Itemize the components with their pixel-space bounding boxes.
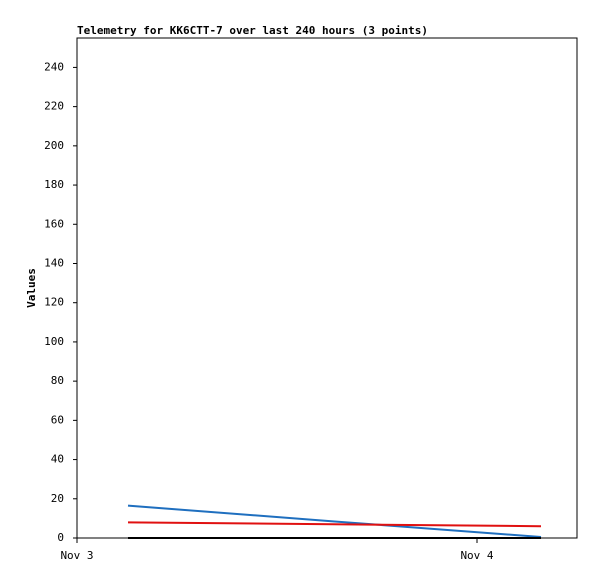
y-tick-label: 240 bbox=[44, 60, 64, 73]
x-tick-label: Nov 4 bbox=[460, 549, 493, 562]
y-tick-label: 20 bbox=[51, 492, 64, 505]
series-line bbox=[127, 504, 542, 539]
y-axis-label: Values bbox=[25, 268, 38, 308]
y-tick-label: 60 bbox=[51, 413, 64, 426]
chart-title: Telemetry for KK6CTT-7 over last 240 hou… bbox=[77, 24, 428, 37]
y-tick-label: 200 bbox=[44, 139, 64, 152]
series-line bbox=[127, 521, 542, 528]
plot-frame bbox=[76, 37, 578, 539]
y-tick-label: 40 bbox=[51, 453, 64, 466]
y-tick-label: 0 bbox=[57, 531, 64, 544]
y-tick-label: 160 bbox=[44, 217, 64, 230]
y-tick-label: 180 bbox=[44, 178, 64, 191]
y-tick-label: 80 bbox=[51, 374, 64, 387]
y-tick-label: 100 bbox=[44, 335, 64, 348]
y-tick-label: 140 bbox=[44, 256, 64, 269]
y-tick-label: 220 bbox=[44, 100, 64, 113]
y-tick-label: 120 bbox=[44, 296, 64, 309]
x-tick-label: Nov 3 bbox=[60, 549, 93, 562]
